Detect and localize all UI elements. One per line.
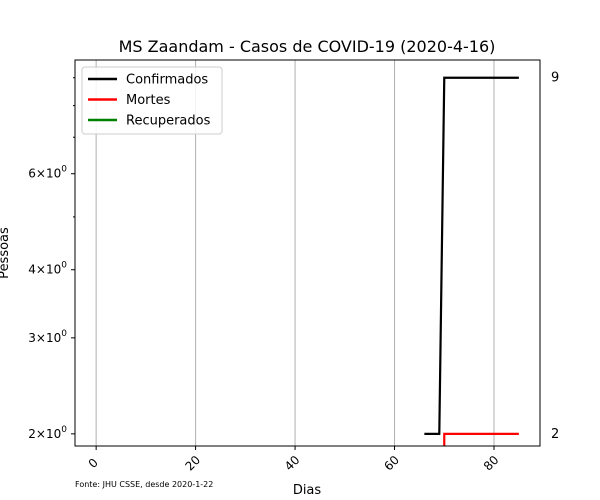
series-line-mortes	[443, 432, 519, 446]
chart-title: MS Zaandam - Casos de COVID-19 (2020-4-1…	[119, 37, 496, 56]
plot-frame	[74, 59, 541, 447]
y-tick-label: 6×100	[28, 165, 67, 181]
right-value-label: 9	[551, 71, 559, 86]
legend-label-confirmados: Confirmados	[126, 73, 208, 88]
series-lines	[424, 76, 519, 446]
right-value-label: 2	[551, 427, 559, 442]
y-tick-label: 4×100	[28, 261, 67, 277]
legend-box	[81, 66, 223, 135]
y-tick-exponent: 0	[61, 261, 67, 271]
legend-label-mortes: Mortes	[126, 93, 171, 108]
x-axis-label: Dias	[293, 483, 322, 498]
series-line-confirmados	[424, 76, 519, 435]
y-tick-exponent: 0	[61, 329, 67, 339]
y-tick-exponent: 0	[61, 165, 67, 175]
source-note: Fonte: JHU CSSE, desde 2020-1-22	[75, 480, 213, 489]
legend-label-recuperados: Recuperados	[126, 114, 211, 129]
y-axis-label: Pessoas	[0, 227, 12, 279]
y-tick-exponent: 0	[61, 425, 67, 435]
legend: Confirmados Mortes Recuperados	[81, 66, 223, 135]
y-tick-label: 3×100	[28, 329, 67, 345]
right-labels: 92	[551, 71, 559, 442]
y-axis: 2×100 3×100 4×100 6×100	[28, 77, 75, 441]
y-tick-label: 2×100	[28, 425, 67, 441]
